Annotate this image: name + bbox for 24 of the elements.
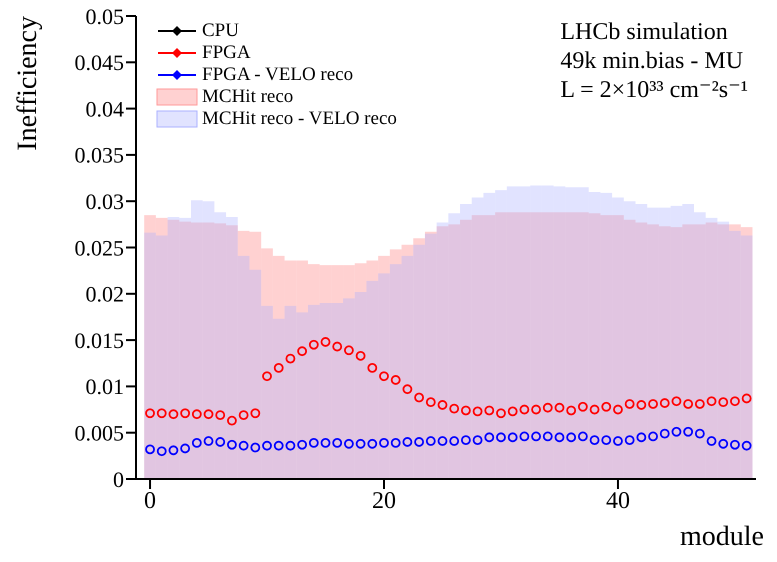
- y-tick-label: 0.025: [74, 235, 124, 260]
- annotation: L = 2×10³³ cm⁻²s⁻¹: [560, 76, 748, 105]
- x-tick-label: 40: [606, 488, 630, 514]
- annotation: 49k min.bias - MU: [560, 47, 744, 76]
- y-tick-label: 0.03: [86, 189, 124, 214]
- y-tick-label: 0.035: [74, 142, 124, 168]
- legend-label: MCHit reco: [202, 86, 294, 108]
- x-tick-label: 20: [372, 488, 396, 514]
- y-tick-label: 0.005: [74, 420, 124, 446]
- y-tick-label: 0.04: [86, 96, 124, 122]
- y-tick-label: 0.05: [86, 4, 124, 29]
- y-tick-label: 0.02: [86, 282, 124, 307]
- y-tick-label: 0.01: [86, 374, 124, 400]
- legend-label: MCHit reco - VELO reco: [202, 108, 397, 130]
- legend-label: FPGA - VELO reco: [202, 64, 354, 86]
- y-tick-label: 0.015: [74, 328, 124, 353]
- y-tick-label: 0.045: [74, 50, 124, 76]
- x-axis-title: module: [680, 521, 764, 553]
- legend-label: CPU: [202, 20, 239, 42]
- y-tick-label: 0: [113, 466, 124, 492]
- legend-label: FPGA: [202, 42, 251, 64]
- x-tick-label: 0: [144, 488, 156, 514]
- annotation: LHCb simulation: [560, 18, 729, 47]
- y-axis-title: Inefficiency: [12, 16, 44, 151]
